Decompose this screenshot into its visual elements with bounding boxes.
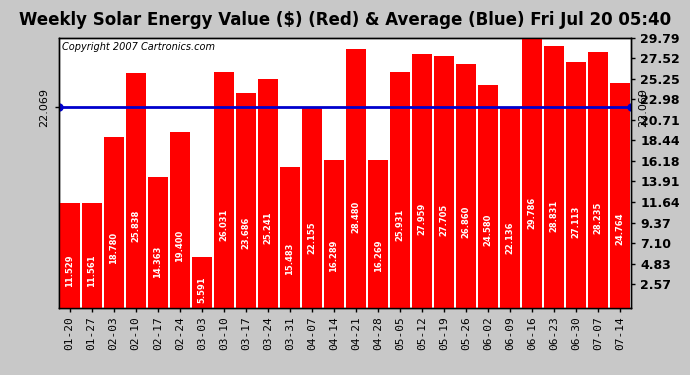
Text: 27.705: 27.705 <box>440 204 449 236</box>
Bar <box>324 160 344 308</box>
Text: 22.069: 22.069 <box>638 88 649 127</box>
Text: 23.686: 23.686 <box>241 216 250 249</box>
Bar <box>368 160 388 308</box>
Bar <box>214 72 234 308</box>
Bar <box>412 54 432 307</box>
Bar <box>566 62 586 308</box>
Bar <box>280 167 300 308</box>
Text: 26.031: 26.031 <box>219 209 228 241</box>
Bar <box>104 137 124 308</box>
Text: 15.483: 15.483 <box>286 242 295 274</box>
Text: 24.580: 24.580 <box>484 213 493 246</box>
Bar <box>148 177 168 308</box>
Text: 16.289: 16.289 <box>330 240 339 272</box>
Bar <box>302 107 322 307</box>
Text: 11.529: 11.529 <box>65 255 74 287</box>
Bar <box>390 72 410 308</box>
Text: 25.931: 25.931 <box>395 209 404 242</box>
Text: 28.235: 28.235 <box>594 202 603 234</box>
Bar <box>500 107 520 307</box>
Text: Copyright 2007 Cartronics.com: Copyright 2007 Cartronics.com <box>61 42 215 51</box>
Text: 5.591: 5.591 <box>197 276 206 303</box>
Text: Weekly Solar Energy Value ($) (Red) & Average (Blue) Fri Jul 20 05:40: Weekly Solar Energy Value ($) (Red) & Av… <box>19 11 671 29</box>
Text: 18.780: 18.780 <box>109 232 118 264</box>
Bar <box>59 203 80 308</box>
Text: 28.831: 28.831 <box>550 200 559 232</box>
Bar <box>81 203 102 308</box>
Text: 22.136: 22.136 <box>506 221 515 254</box>
Text: 27.113: 27.113 <box>572 205 581 238</box>
Text: 25.838: 25.838 <box>131 209 140 242</box>
Bar <box>434 56 454 308</box>
Bar <box>346 50 366 308</box>
Text: 29.786: 29.786 <box>528 197 537 229</box>
Bar <box>258 79 278 308</box>
Bar <box>456 64 476 308</box>
Text: 28.480: 28.480 <box>351 201 360 233</box>
Text: 24.764: 24.764 <box>616 213 625 245</box>
Bar <box>544 46 564 308</box>
Bar <box>478 85 498 308</box>
Bar <box>610 83 631 308</box>
Bar <box>588 52 609 308</box>
Text: 26.860: 26.860 <box>462 206 471 238</box>
Bar <box>126 74 146 308</box>
Bar <box>522 38 542 308</box>
Text: 25.241: 25.241 <box>264 211 273 244</box>
Bar <box>170 132 190 308</box>
Text: 19.400: 19.400 <box>175 230 184 262</box>
Text: 14.363: 14.363 <box>153 246 162 278</box>
Bar <box>192 257 212 307</box>
Bar <box>236 93 256 308</box>
Text: 11.561: 11.561 <box>87 255 96 287</box>
Text: 16.269: 16.269 <box>373 240 382 272</box>
Text: 27.959: 27.959 <box>417 202 426 235</box>
Text: 22.155: 22.155 <box>308 221 317 254</box>
